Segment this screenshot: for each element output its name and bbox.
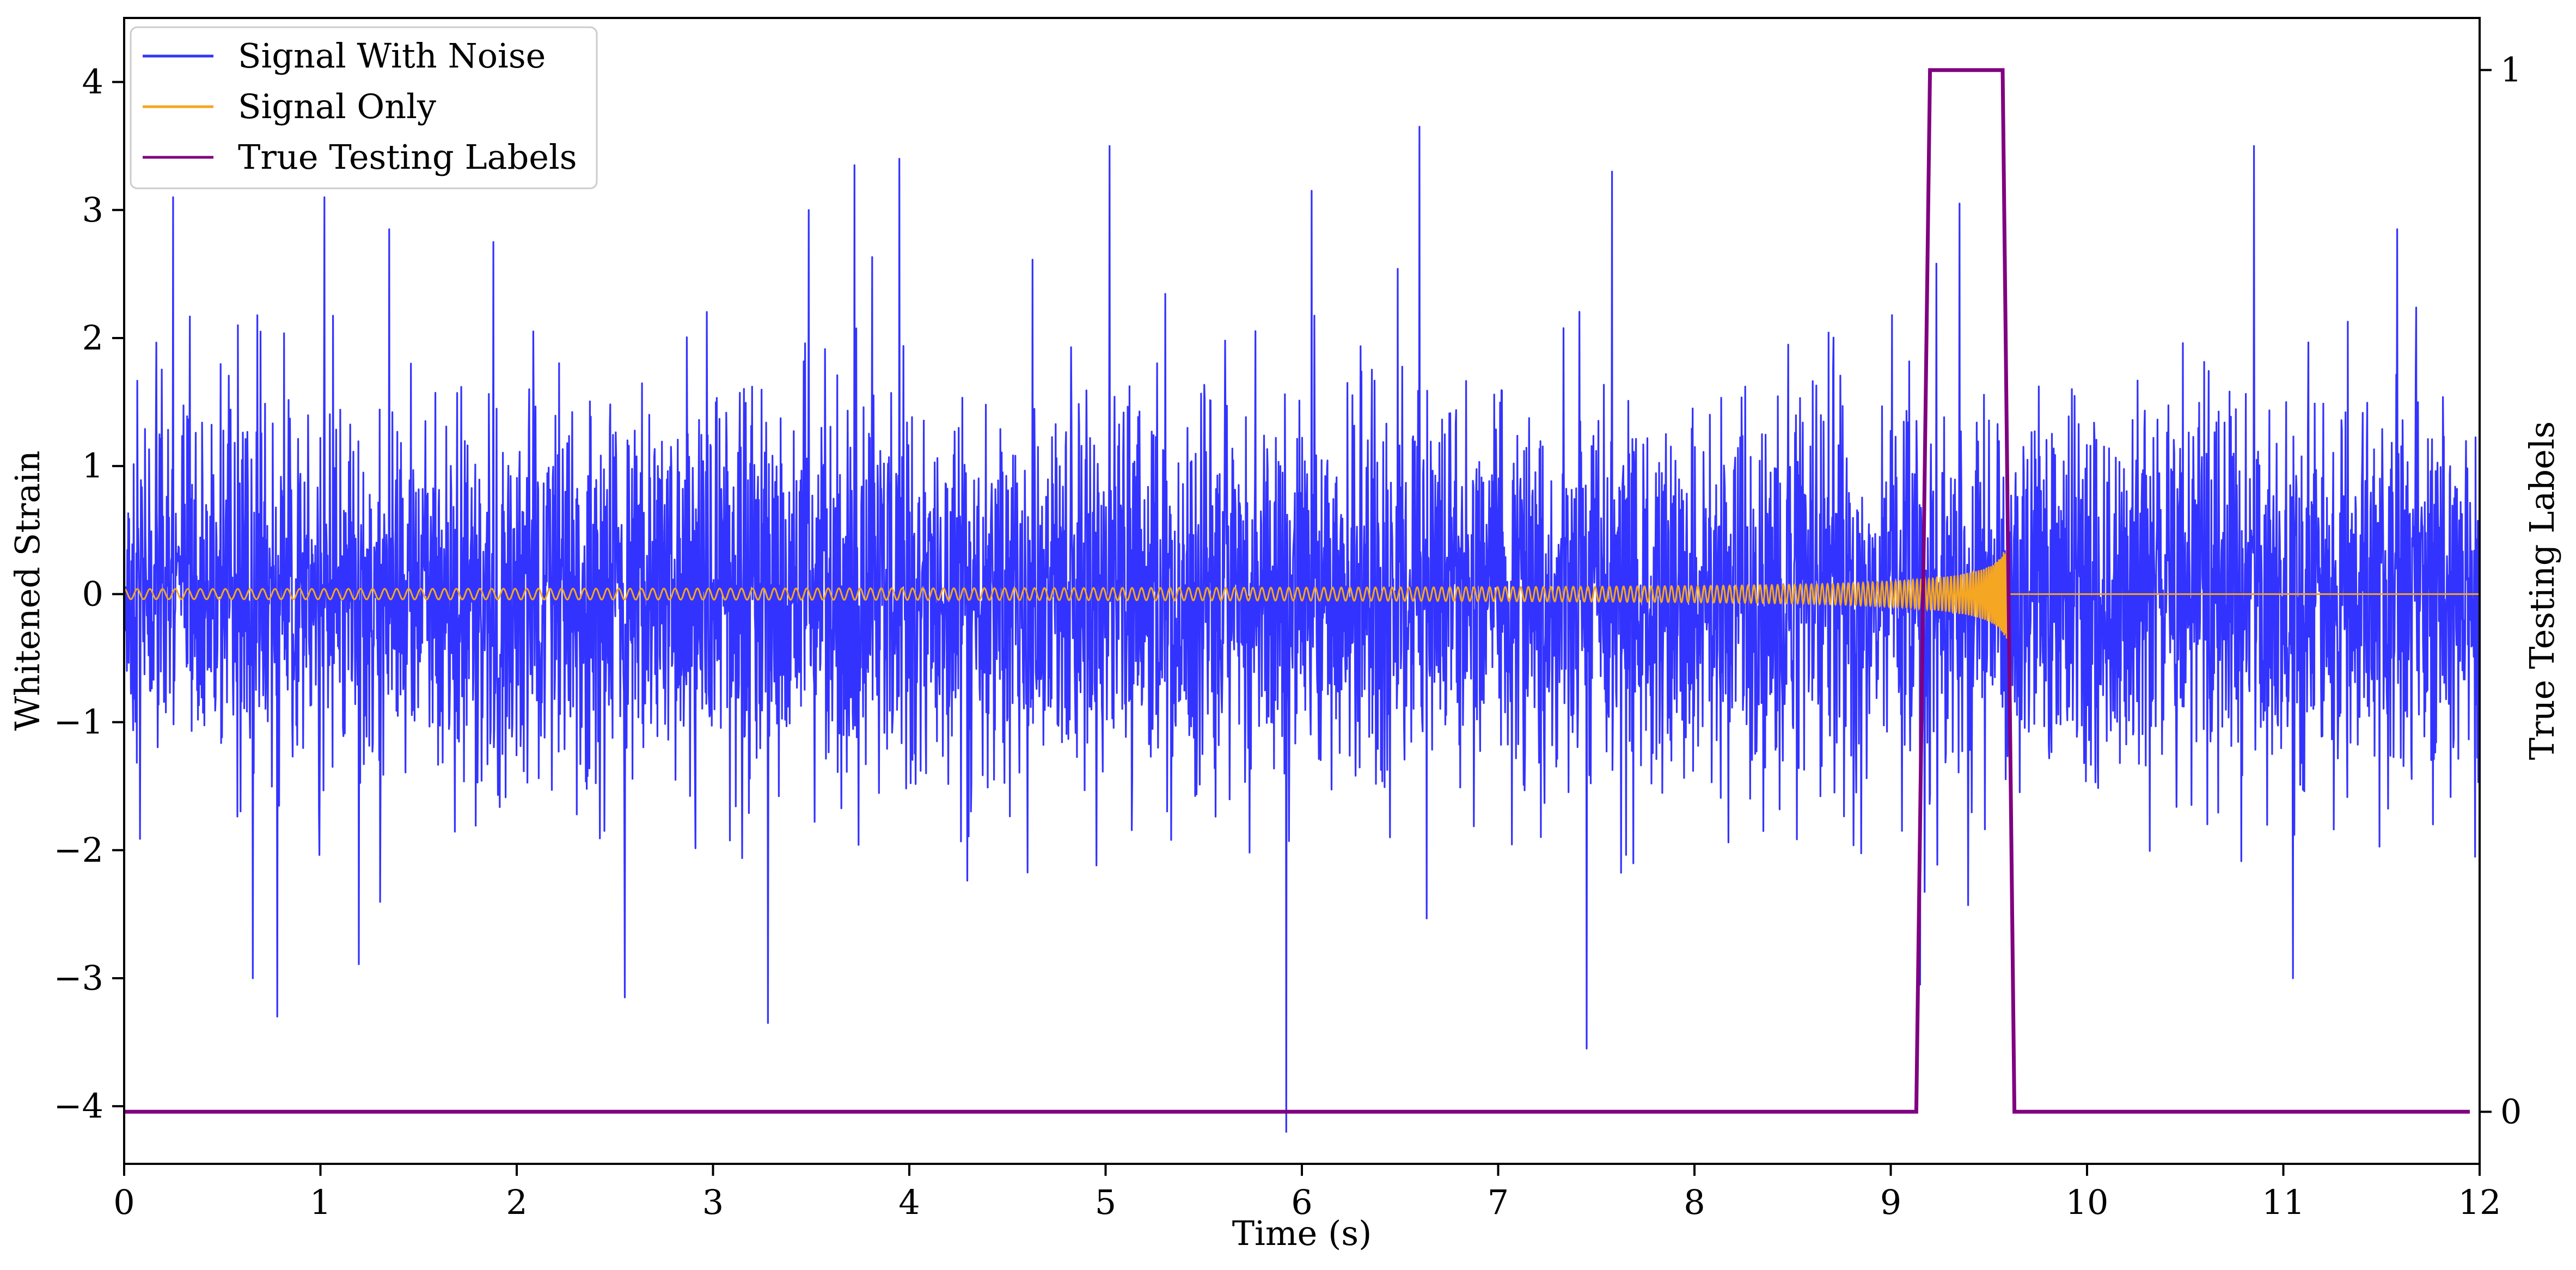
y-tick-label: 0 (82, 574, 103, 613)
x-tick-label: 5 (1095, 1182, 1116, 1222)
y-tick-label: −1 (54, 702, 103, 742)
y-axis-left: −4 −3 −2 −1 0 1 2 3 4 (54, 62, 124, 1126)
y-axis-right: 01 (2480, 50, 2522, 1131)
series-signal-with-noise-line (124, 126, 2480, 1133)
x-tick-label: 4 (898, 1182, 920, 1222)
legend-box (130, 26, 598, 189)
y2-tick-label: 0 (2500, 1091, 2522, 1131)
x-tick-label: 3 (702, 1182, 724, 1222)
y-tick-label: 2 (82, 318, 103, 358)
y-tick-label: −2 (54, 830, 103, 870)
x-tick-label: 6 (1291, 1182, 1312, 1222)
x-tick-label: 12 (2458, 1182, 2501, 1222)
legend: Signal With Noise Signal Only True Testi… (130, 26, 598, 189)
x-axis-label: Time (s) (1232, 1213, 1372, 1253)
legend-label-true-testing-labels: True Testing Labels (238, 137, 577, 177)
series-true-testing-labels-line (124, 68, 2470, 1114)
x-tick-label: 0 (113, 1182, 134, 1222)
x-tick-label: 9 (1880, 1182, 1901, 1222)
y-tick-label: −3 (54, 958, 103, 998)
y-axis-label: Whitened Strain (8, 451, 47, 731)
y-tick-label: 1 (82, 446, 103, 486)
y-tick-label: −4 (54, 1086, 103, 1126)
x-tick-label: 7 (1488, 1182, 1509, 1222)
series-signal-only-line (124, 549, 2480, 639)
legend-label-signal-only: Signal Only (238, 87, 436, 126)
x-tick-label: 2 (506, 1182, 527, 1222)
y-tick-label: 3 (82, 190, 103, 230)
plot-area (124, 68, 2480, 1133)
legend-label-signal-with-noise: Signal With Noise (238, 36, 546, 76)
x-tick-label: 10 (2066, 1182, 2109, 1222)
x-tick-label: 1 (310, 1182, 331, 1222)
y2-tick-label: 1 (2500, 50, 2522, 90)
y-tick-label: 4 (82, 62, 103, 102)
x-tick-label: 8 (1684, 1182, 1705, 1222)
y2-axis-label: True Testing Labels (2522, 421, 2562, 760)
x-tick-label: 11 (2262, 1182, 2305, 1222)
x-axis: 0 1 2 3 4 5 6 7 8 9 10 11 12 (113, 1164, 2501, 1222)
